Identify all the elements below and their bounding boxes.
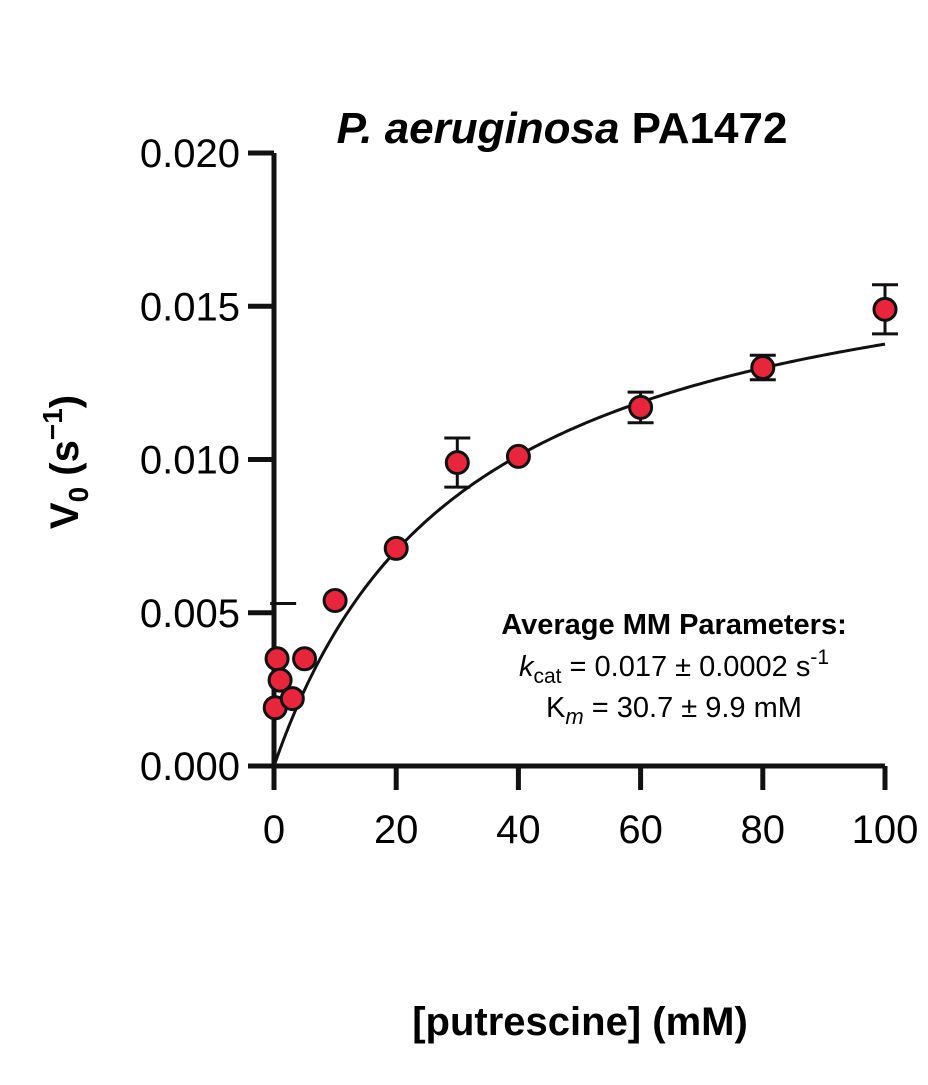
- chart-title: P. aeruginosa PA1472: [337, 104, 788, 153]
- x-tick-label: 0: [263, 808, 285, 852]
- x-tick-label: 60: [618, 808, 663, 852]
- data-point: [267, 667, 293, 693]
- y-axis-label-close: ): [43, 395, 87, 408]
- y-tick-label: 0.000: [140, 745, 240, 789]
- annotation-km-sub: m: [565, 704, 583, 729]
- annotation-kcat: kcat = 0.017 ± 0.0002 s-1: [519, 646, 829, 688]
- data-point: [505, 443, 531, 469]
- annotation-heading: Average MM Parameters:: [501, 609, 846, 641]
- chart-title-rest: PA1472: [619, 104, 787, 153]
- data-point: [750, 355, 776, 381]
- data-point: [628, 394, 654, 420]
- annotation-kcat-sup: -1: [810, 646, 829, 669]
- data-point: [279, 686, 305, 712]
- x-axis-label: [putrescine] (mM): [412, 1000, 748, 1044]
- data-point: [264, 646, 290, 672]
- y-axis-label-unit: (s: [43, 440, 87, 487]
- annotation-kcat-value: = 0.017 ± 0.0002 s: [561, 651, 810, 683]
- x-tick-label: 20: [374, 808, 419, 852]
- annotation-kcat-symbol: k: [519, 651, 535, 683]
- y-axis-label: V0 (s−1): [37, 395, 94, 529]
- fit-curve: [272, 342, 886, 767]
- data-point: [872, 296, 898, 322]
- y-axis-label-sub: 0: [63, 487, 94, 503]
- y-tick-label: 0.015: [140, 285, 240, 329]
- y-tick-label: 0.020: [140, 132, 240, 176]
- x-tick-label: 100: [852, 808, 919, 852]
- annotation-km-symbol: K: [546, 692, 566, 724]
- x-tick-label: 80: [741, 808, 786, 852]
- data-point: [444, 450, 470, 476]
- y-tick-label: 0.010: [140, 439, 240, 483]
- data-point: [292, 646, 318, 672]
- annotation-kcat-sub: cat: [533, 665, 561, 688]
- chart-title-italic: P. aeruginosa: [337, 104, 620, 153]
- y-axis-label-main: V: [43, 502, 87, 529]
- annotation-km: Km = 30.7 ± 9.9 mM: [546, 692, 802, 729]
- data-point: [383, 535, 409, 561]
- data-point: [322, 587, 348, 613]
- annotation-km-value: = 30.7 ± 9.9 mM: [584, 692, 802, 724]
- y-axis-label-sup: −1: [37, 408, 68, 440]
- y-tick-label: 0.005: [140, 592, 240, 636]
- x-tick-label: 40: [496, 808, 541, 852]
